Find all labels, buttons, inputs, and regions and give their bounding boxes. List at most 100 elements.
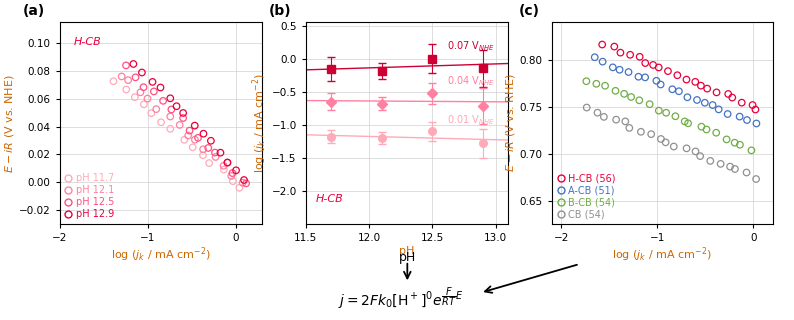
Point xyxy=(173,122,186,127)
Point xyxy=(226,171,239,176)
Point xyxy=(633,98,646,103)
Point xyxy=(129,95,141,100)
X-axis label: log ($\mathit{j}_k$ / mA cm$^{-2}$): log ($\mathit{j}_k$ / mA cm$^{-2}$) xyxy=(612,246,712,264)
Point xyxy=(229,168,242,173)
Point xyxy=(225,173,237,179)
Point xyxy=(745,148,757,153)
Point xyxy=(197,131,210,136)
Point xyxy=(188,123,201,128)
Point xyxy=(129,75,142,80)
Point xyxy=(632,74,645,79)
Point xyxy=(689,79,702,84)
Point xyxy=(164,126,176,132)
Point xyxy=(164,114,176,119)
Point xyxy=(209,150,222,155)
Point xyxy=(661,68,674,74)
Point xyxy=(226,179,239,184)
Point xyxy=(609,88,622,93)
Point xyxy=(741,117,754,123)
X-axis label: pH: pH xyxy=(399,246,414,256)
Point xyxy=(202,145,214,150)
Point xyxy=(182,133,195,138)
Point xyxy=(680,146,693,151)
Point xyxy=(156,98,169,103)
Point xyxy=(580,105,593,110)
Point xyxy=(654,136,667,141)
Point xyxy=(120,63,133,68)
Point xyxy=(722,92,734,97)
Point xyxy=(188,137,201,142)
Point xyxy=(120,87,133,92)
Point xyxy=(622,69,635,75)
Point xyxy=(145,111,158,116)
Point xyxy=(596,59,609,64)
Point xyxy=(202,161,215,166)
Point xyxy=(191,135,204,140)
Point xyxy=(668,144,680,149)
Point xyxy=(588,55,601,60)
Point xyxy=(580,79,593,84)
Point xyxy=(653,108,665,113)
Point xyxy=(682,121,695,126)
Point xyxy=(750,121,763,126)
Point xyxy=(691,97,703,102)
Point xyxy=(746,102,759,108)
Y-axis label: $E - iR$ (V vs. NHE): $E - iR$ (V vs. NHE) xyxy=(3,74,16,172)
Point xyxy=(749,107,761,112)
Point xyxy=(136,70,148,75)
Point xyxy=(701,86,714,91)
Point xyxy=(695,83,707,88)
Point xyxy=(653,65,665,70)
Point xyxy=(671,73,684,78)
Point xyxy=(712,107,725,112)
Point xyxy=(218,163,230,168)
Text: 0.07 V$_{NHE}$: 0.07 V$_{NHE}$ xyxy=(448,40,495,53)
Point xyxy=(197,147,210,152)
Point xyxy=(137,102,150,107)
Point xyxy=(645,132,657,137)
Point xyxy=(710,130,723,135)
Point xyxy=(650,78,663,83)
Point xyxy=(177,116,190,121)
Point xyxy=(599,83,611,88)
Y-axis label: log ($\mathit{j}_k$ / mA cm$^{-2}$): log ($\mathit{j}_k$ / mA cm$^{-2}$) xyxy=(250,73,268,173)
Point xyxy=(660,110,673,115)
Point xyxy=(127,61,140,67)
Point xyxy=(707,102,719,108)
Legend: pH 11.7, pH 12.1, pH 12.5, pH 12.9: pH 11.7, pH 12.1, pH 12.5, pH 12.9 xyxy=(64,173,114,219)
Point xyxy=(623,125,636,131)
Point xyxy=(134,90,147,95)
X-axis label: log ($\mathit{j}_k$ / mA cm$^{-2}$): log ($\mathit{j}_k$ / mA cm$^{-2}$) xyxy=(111,246,210,264)
Text: H-CB: H-CB xyxy=(316,194,344,204)
Point xyxy=(591,110,603,115)
Point xyxy=(598,114,611,119)
Text: pH: pH xyxy=(399,251,416,264)
Point xyxy=(634,129,647,134)
Point xyxy=(619,119,632,124)
Point xyxy=(237,178,250,183)
Point xyxy=(164,96,176,101)
Point xyxy=(614,50,626,55)
Point xyxy=(115,74,128,79)
Point xyxy=(596,42,608,47)
Point xyxy=(233,185,245,190)
Point xyxy=(699,100,711,105)
Point xyxy=(724,164,737,169)
Point xyxy=(218,167,230,172)
Point xyxy=(700,127,713,132)
Point xyxy=(681,95,694,100)
Point xyxy=(613,67,626,72)
Point xyxy=(197,153,210,158)
Point xyxy=(639,60,652,66)
Point xyxy=(165,107,178,112)
Point xyxy=(155,120,168,125)
Point xyxy=(183,128,196,133)
Point xyxy=(590,81,603,86)
Point xyxy=(187,145,199,150)
Point xyxy=(121,77,134,83)
Point xyxy=(680,77,693,82)
Point xyxy=(729,166,742,172)
Point xyxy=(137,84,150,90)
Text: 0.04 V$_{NHE}$: 0.04 V$_{NHE}$ xyxy=(448,75,495,89)
Point xyxy=(210,154,222,159)
